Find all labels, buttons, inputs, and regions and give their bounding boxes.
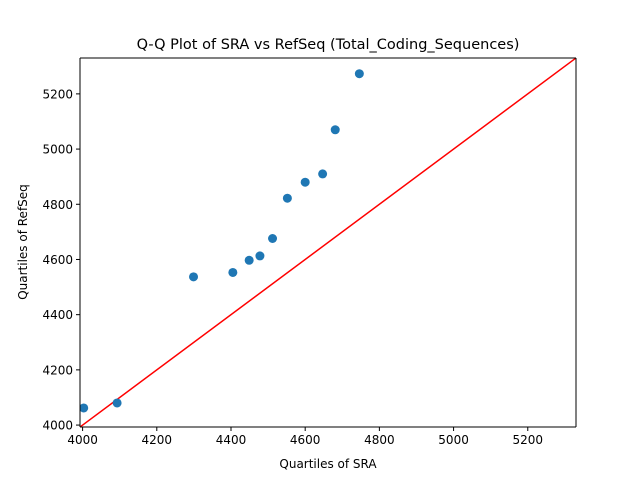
y-tick-label: 4200 <box>42 363 73 377</box>
data-point <box>268 233 278 243</box>
x-tick-label: 4800 <box>364 433 395 447</box>
data-point <box>300 177 310 187</box>
data-point <box>189 272 199 282</box>
data-point <box>255 251 265 261</box>
x-tick-label: 5000 <box>438 433 469 447</box>
x-tick-label: 4400 <box>216 433 247 447</box>
x-axis-ticks: 4000 4200 4400 4600 4800 5000 5200 <box>67 427 543 447</box>
data-point <box>318 169 328 179</box>
reference-line-layer <box>80 58 576 427</box>
reference-line <box>80 58 576 427</box>
data-point <box>282 193 292 203</box>
axes-frame <box>79 57 577 428</box>
x-tick-label: 5200 <box>512 433 543 447</box>
x-tick-label: 4200 <box>142 433 173 447</box>
scatter-points <box>80 69 364 413</box>
data-point <box>244 255 254 265</box>
y-tick-label: 4800 <box>42 198 73 212</box>
x-tick-label: 4600 <box>290 433 321 447</box>
y-tick-label: 4000 <box>42 419 73 433</box>
data-point <box>354 69 364 79</box>
data-point <box>80 403 89 413</box>
y-tick-label: 5200 <box>42 87 73 101</box>
chart-title: Q-Q Plot of SRA vs RefSeq (Total_Coding_… <box>137 37 520 53</box>
data-point <box>112 398 122 408</box>
y-tick-label: 4600 <box>42 253 73 267</box>
data-point <box>330 125 340 135</box>
y-axis-label: Quartiles of RefSeq <box>16 184 30 300</box>
y-tick-label: 4400 <box>42 308 73 322</box>
x-axis-label: Quartiles of SRA <box>279 457 377 471</box>
y-axis-ticks: 4000 4200 4400 4600 4800 5000 5200 <box>42 87 80 433</box>
data-point <box>228 267 238 277</box>
y-tick-label: 5000 <box>42 143 73 157</box>
x-tick-label: 4000 <box>67 433 98 447</box>
